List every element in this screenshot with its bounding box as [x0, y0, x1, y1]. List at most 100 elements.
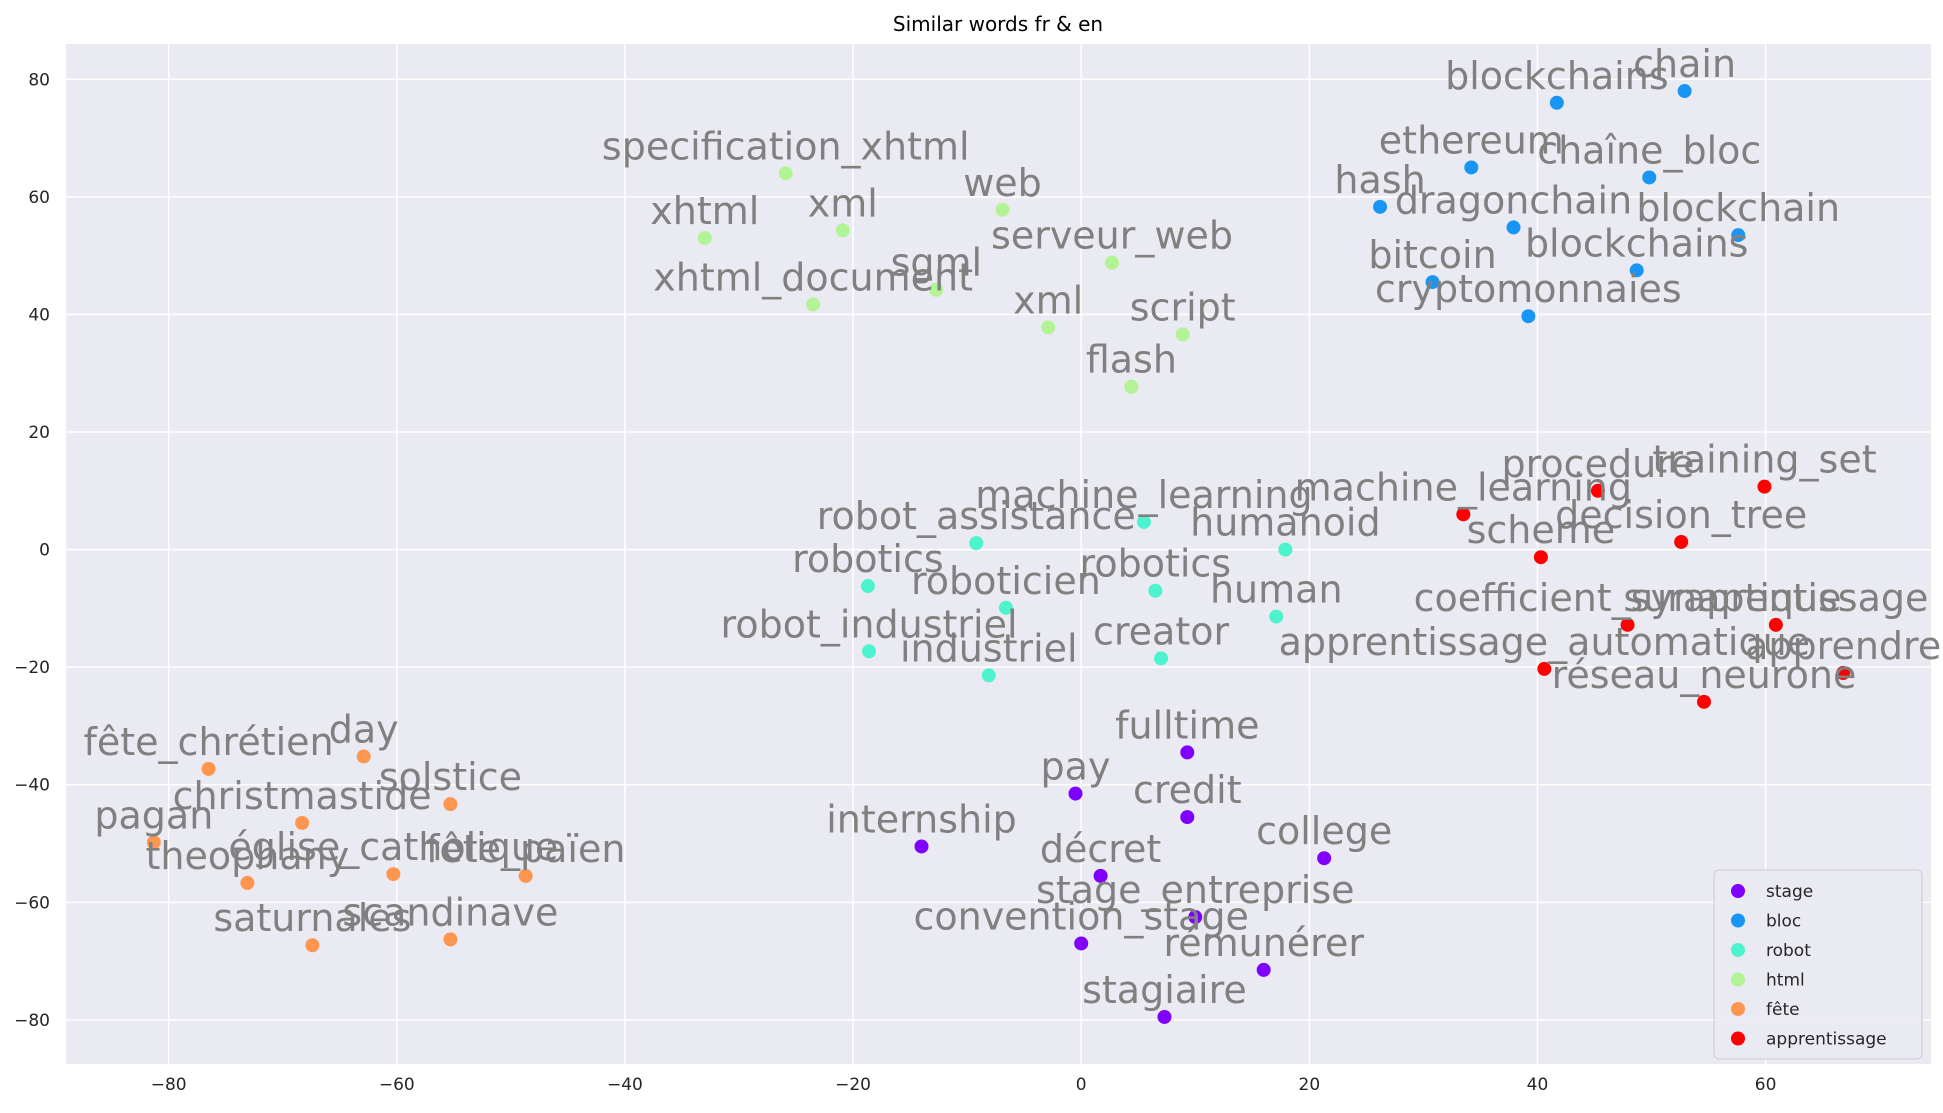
- word-label: dragonchain: [1395, 178, 1632, 222]
- legend-label: html: [1766, 971, 1805, 991]
- word-label: stage_entreprise: [1036, 868, 1355, 912]
- data-point-html: [835, 223, 850, 238]
- data-point-fête: [305, 938, 320, 953]
- data-point-html: [1175, 327, 1190, 342]
- legend-marker-bloc: [1731, 913, 1745, 928]
- data-point-stage: [1256, 962, 1271, 977]
- data-point-stage: [1093, 868, 1108, 883]
- y-tick-label: 60: [28, 188, 50, 208]
- word-label: stagiaire: [1082, 968, 1247, 1012]
- word-label: convention_stage: [913, 894, 1248, 938]
- data-point-apprentissage: [1697, 694, 1712, 709]
- data-point-stage: [1074, 936, 1089, 951]
- legend: stage bloc robot html fête apprentissage: [1713, 869, 1923, 1060]
- data-point-stage: [914, 839, 929, 854]
- word-label: église_catholique: [228, 825, 558, 869]
- data-point-bloc: [1677, 84, 1692, 99]
- legend-label: bloc: [1766, 912, 1801, 932]
- data-point-stage: [1188, 910, 1203, 925]
- word-label: sgml: [891, 241, 983, 285]
- data-point-stage: [1180, 745, 1195, 760]
- data-point-bloc: [1731, 228, 1746, 243]
- data-point-html: [1124, 379, 1139, 394]
- y-tick-label: −20: [14, 658, 50, 678]
- word-label: roboticien: [911, 559, 1101, 603]
- word-label: saturnales: [213, 896, 411, 940]
- data-point-apprentissage: [1456, 507, 1471, 522]
- word-label: training_set: [1652, 438, 1876, 482]
- y-tick-label: 40: [28, 305, 50, 325]
- data-point-bloc: [1549, 95, 1564, 110]
- data-point-apprentissage: [1674, 534, 1689, 549]
- word-label: robotics: [1080, 542, 1232, 586]
- legend-marker-stage: [1731, 884, 1745, 898]
- data-point-fête: [518, 868, 533, 883]
- x-tick-label: −20: [835, 1075, 871, 1095]
- word-label: xhtml_document: [653, 255, 973, 299]
- legend-box: [1713, 869, 1923, 1060]
- data-point-robot: [1154, 651, 1169, 666]
- word-label: robotics: [792, 537, 944, 581]
- word-label: blockchains: [1525, 221, 1749, 265]
- data-point-robot: [862, 644, 877, 659]
- word-label: day: [329, 708, 399, 752]
- word-label: scheme: [1467, 508, 1616, 552]
- data-point-html: [1104, 255, 1119, 270]
- word-label: xml: [1013, 278, 1083, 322]
- data-point-bloc: [1642, 170, 1657, 185]
- data-point-apprentissage: [1533, 550, 1548, 565]
- word-label: chain: [1633, 42, 1736, 86]
- word-label: procedure: [1502, 442, 1695, 486]
- data-point-stage: [1180, 810, 1195, 825]
- x-tick-label: 0: [1076, 1075, 1087, 1095]
- word-label: industriel: [900, 626, 1078, 670]
- data-point-fête: [356, 749, 371, 764]
- word-label: decision_tree: [1555, 493, 1807, 537]
- word-label: apprendre: [1745, 624, 1941, 668]
- legend-marker-apprentissage: [1731, 1031, 1745, 1046]
- word-label: xhtml: [650, 189, 759, 233]
- word-label: robot_assistance: [817, 494, 1136, 538]
- data-point-apprentissage: [1590, 483, 1605, 498]
- word-label: apprentissage_automatique: [1279, 620, 1810, 664]
- legend-marker-html: [1731, 972, 1745, 987]
- legend-label: robot: [1766, 941, 1811, 961]
- data-point-fête: [443, 932, 458, 947]
- word-label: fête_païen: [426, 827, 625, 871]
- y-tick-label: −40: [14, 776, 50, 796]
- word-label: flash: [1086, 338, 1177, 382]
- word-label: human: [1210, 568, 1343, 612]
- word-label: bitcoin: [1368, 233, 1496, 277]
- data-point-apprentissage: [1620, 617, 1635, 632]
- data-point-bloc: [1629, 263, 1644, 278]
- data-point-fête: [240, 875, 255, 890]
- data-point-stage: [1157, 1009, 1172, 1024]
- x-tick-label: 20: [1299, 1075, 1321, 1095]
- y-tick-label: −80: [14, 1011, 50, 1031]
- data-point-bloc: [1373, 199, 1388, 214]
- data-point-bloc: [1425, 275, 1440, 290]
- legend-label: fête: [1766, 1000, 1800, 1020]
- data-point-stage: [1317, 851, 1332, 866]
- data-point-robot: [1148, 583, 1163, 598]
- data-point-bloc: [1464, 160, 1479, 175]
- data-point-stage: [1068, 786, 1083, 801]
- x-tick-label: −40: [607, 1075, 643, 1095]
- chart-title: Similar words fr & en: [893, 12, 1103, 36]
- data-point-robot: [860, 579, 875, 594]
- word-label: machine_learning: [1295, 465, 1632, 509]
- word-label: script: [1130, 285, 1236, 329]
- x-tick-label: 60: [1755, 1075, 1777, 1095]
- data-point-robot: [981, 668, 996, 683]
- word-label: pagan: [94, 793, 213, 837]
- word-label: serveur_web: [991, 214, 1233, 258]
- word-label: solstice: [379, 755, 522, 799]
- word-label: machine_learning: [975, 473, 1312, 517]
- word-label: theophany: [146, 834, 350, 878]
- data-point-html: [778, 166, 793, 181]
- word-label: chaîne_bloc: [1537, 128, 1761, 172]
- word-label: décret: [1040, 827, 1161, 871]
- data-point-fête: [443, 797, 458, 812]
